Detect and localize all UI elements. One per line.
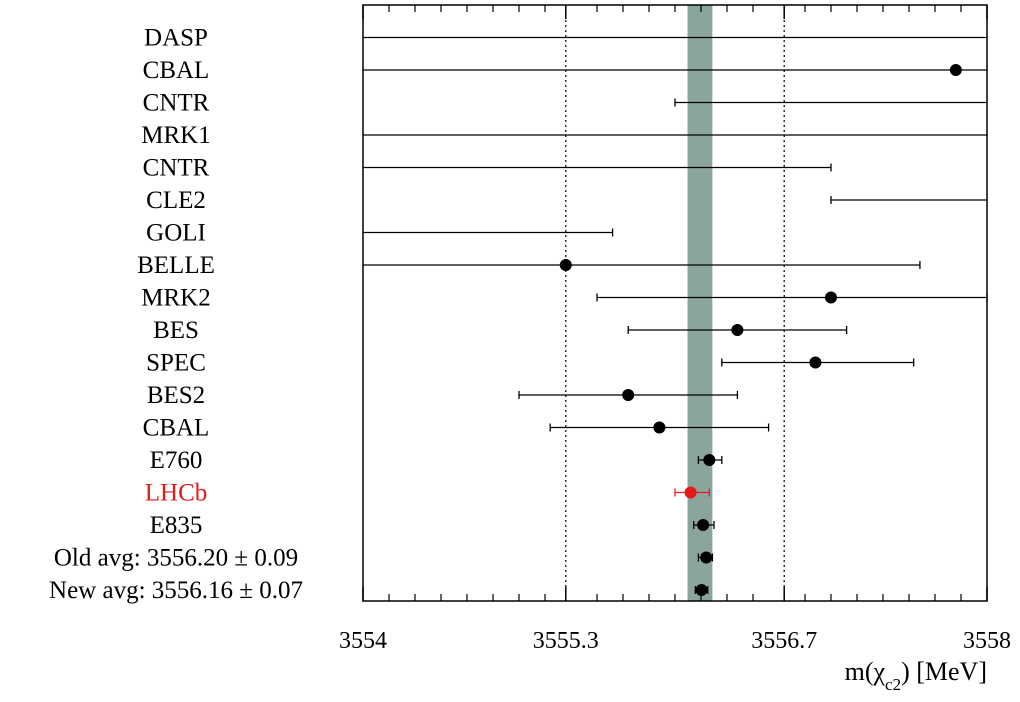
- data-point: [703, 454, 716, 466]
- row-label: MRK1: [141, 122, 210, 149]
- row-label: SPEC: [146, 350, 206, 377]
- row-label: BES: [153, 317, 199, 344]
- data-point: [809, 356, 822, 369]
- data-point: [697, 519, 710, 531]
- x-tick-label: 3558: [963, 628, 1011, 654]
- x-tick-label: 3555.3: [533, 628, 599, 654]
- data-point: [622, 389, 635, 401]
- average-band-rect: [687, 5, 713, 601]
- row-label: MRK2: [141, 285, 210, 312]
- row-label: Old avg: 3556.20 ± 0.09: [54, 545, 298, 572]
- row-label: CBAL: [143, 415, 210, 442]
- row-label: CBAL: [143, 57, 210, 84]
- row-label: New avg: 3556.16 ± 0.07: [49, 577, 303, 604]
- plot-frame: [362, 4, 988, 602]
- row-label: CNTR: [143, 90, 210, 117]
- data-point: [731, 324, 744, 336]
- x-axis-title: m(χc2) [MeV]: [845, 657, 987, 694]
- row-label: LHCb: [145, 480, 208, 507]
- error-bars: [363, 36, 988, 596]
- grid-lines: [565, 5, 785, 601]
- data-point: [559, 259, 572, 271]
- x-axis: 3554 3555.3 3556.7 3558: [339, 5, 1011, 654]
- x-tick-label: 3554: [339, 628, 387, 654]
- data-point: [684, 486, 697, 499]
- row-label: E760: [150, 447, 203, 474]
- row-label: CNTR: [143, 155, 210, 182]
- row-label: BELLE: [137, 252, 215, 279]
- row-label: GOLI: [146, 220, 206, 247]
- average-band: [687, 5, 713, 601]
- data-point: [700, 551, 713, 564]
- row-label: BES2: [147, 382, 205, 409]
- row-label: CLE2: [146, 187, 206, 214]
- row-label: DASP: [144, 25, 208, 52]
- row-labels: DASP CBAL CNTR MRK1 CNTR CLE2 GOLI BELLE MRK2 BES…: [49, 25, 303, 605]
- row-label: E835: [150, 512, 203, 539]
- data-point: [825, 291, 837, 304]
- data-point: [949, 64, 962, 76]
- data-point: [653, 421, 666, 434]
- x-tick-label: 3556.7: [751, 628, 817, 654]
- data-point: [695, 584, 708, 596]
